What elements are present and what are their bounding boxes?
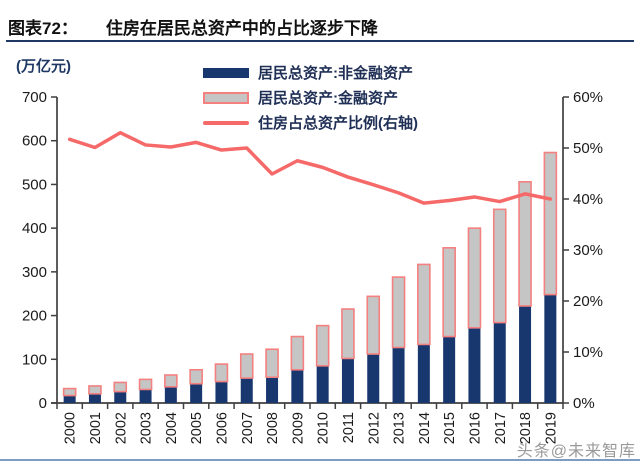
housing-ratio-line (67, 130, 553, 205)
bar-nonfinancial-2001 (88, 393, 101, 403)
bar-financial-2006 (214, 363, 229, 383)
x-tick-label-2004: 2004 (164, 412, 180, 444)
bar-nonfinancial-2008 (266, 377, 279, 403)
x-tick-label-2011: 2011 (341, 412, 357, 443)
x-tick-label-2009: 2009 (290, 412, 306, 444)
bar-nonfinancial-2012 (367, 354, 380, 403)
bar-nonfinancial-2016 (468, 327, 481, 403)
bar-financial-2014 (417, 263, 431, 346)
bar-financial-2012 (366, 295, 381, 355)
bar-nonfinancial-2011 (341, 358, 354, 403)
legend-item-housing-ratio: 住房占总资产比例(右轴) (203, 110, 418, 135)
bar-financial-2018 (518, 181, 532, 307)
left-tick-label-600: 600 (22, 133, 47, 150)
bar-nonfinancial-2019 (544, 294, 557, 403)
legend-swatch-financial-bar-icon (203, 91, 249, 104)
legend-label-financial: 居民总资产:金融资产 (258, 90, 398, 107)
x-tick-label-2017: 2017 (493, 412, 509, 444)
bar-nonfinancial-2002 (114, 391, 127, 403)
x-tick-label-2014: 2014 (417, 412, 433, 444)
bar-financial-2019 (543, 151, 558, 296)
x-tick-label-2018: 2018 (518, 412, 534, 444)
bar-nonfinancial-2010 (316, 365, 329, 403)
bar-financial-2001 (88, 385, 102, 395)
bar-financial-2000 (62, 387, 77, 397)
title-underline (6, 40, 634, 42)
bar-nonfinancial-2000 (63, 395, 76, 403)
right-tick-label-60: 60% (573, 89, 603, 106)
x-tick-label-2008: 2008 (265, 412, 281, 444)
bar-financial-2004 (164, 374, 178, 388)
x-tick-label-2002: 2002 (113, 412, 129, 444)
left-tick-label-0: 0 (39, 395, 47, 412)
bar-financial-2017 (492, 208, 507, 324)
left-axis-unit-label: (万亿元) (16, 58, 71, 75)
x-tick-label-2000: 2000 (63, 412, 79, 444)
bar-nonfinancial-2003 (139, 389, 152, 403)
x-tick-label-2012: 2012 (366, 412, 382, 444)
figure-title: 住房在居民总资产中的占比逐步下降 (105, 19, 378, 38)
x-tick-label-2005: 2005 (189, 412, 205, 444)
x-tick-label-2010: 2010 (316, 412, 332, 444)
bar-financial-2002 (113, 381, 128, 393)
x-tick-label-2019: 2019 (543, 412, 559, 444)
right-tick-label-20: 20% (573, 293, 603, 310)
right-tick-label-0: 0% (573, 395, 595, 412)
bar-financial-2015 (442, 247, 456, 338)
bar-nonfinancial-2017 (493, 322, 506, 403)
right-tick-label-50: 50% (573, 140, 603, 157)
legend-swatch-line-icon (203, 120, 249, 125)
bar-financial-2007 (239, 353, 254, 379)
bar-financial-2016 (467, 227, 482, 329)
bar-nonfinancial-2004 (164, 386, 177, 403)
legend-item-nonfinancial: 居民总资产:非金融资产 (203, 60, 418, 85)
bar-nonfinancial-2007 (240, 378, 253, 403)
right-tick-label-30: 30% (573, 242, 603, 259)
bar-nonfinancial-2018 (519, 305, 532, 403)
legend-item-financial: 居民总资产:金融资产 (203, 85, 418, 110)
x-tick-label-2015: 2015 (442, 412, 458, 444)
footer-divider (0, 459, 640, 461)
bar-financial-2010 (315, 324, 330, 367)
bar-nonfinancial-2009 (291, 369, 304, 403)
x-tick-label-2013: 2013 (392, 412, 408, 444)
left-tick-label-300: 300 (22, 264, 47, 281)
bar-nonfinancial-2005 (190, 383, 203, 403)
bar-financial-2005 (189, 368, 203, 385)
bar-nonfinancial-2013 (392, 347, 405, 403)
legend-label-housing-ratio: 住房占总资产比例(右轴) (258, 115, 418, 132)
left-tick-label-500: 500 (22, 176, 47, 193)
bar-nonfinancial-2006 (215, 381, 228, 403)
bar-financial-2003 (138, 378, 153, 391)
bar-nonfinancial-2015 (443, 336, 456, 403)
bar-financial-2008 (265, 348, 279, 379)
legend: 居民总资产:非金融资产 居民总资产:金融资产 住房占总资产比例(右轴) (203, 60, 418, 135)
figure-header: 图表72： 住房在居民总资产中的占比逐步下降 (8, 14, 378, 39)
left-tick-label-200: 200 (22, 308, 47, 325)
legend-swatch-nonfinancial-bar-icon (203, 67, 249, 78)
x-tick-label-2006: 2006 (214, 412, 230, 444)
x-tick-label-2016: 2016 (467, 412, 483, 444)
figure-number: 图表72： (8, 19, 78, 38)
x-tick-label-2007: 2007 (240, 412, 256, 444)
bar-nonfinancial-2014 (417, 344, 430, 403)
left-tick-label-100: 100 (22, 351, 47, 368)
right-tick-label-10: 10% (573, 344, 603, 361)
left-tick-label-400: 400 (22, 220, 47, 237)
x-tick-label-2003: 2003 (139, 412, 155, 444)
bar-financial-2011 (341, 308, 355, 360)
legend-label-nonfinancial: 居民总资产:非金融资产 (258, 65, 413, 82)
bar-financial-2013 (391, 276, 406, 349)
right-tick-label-40: 40% (573, 191, 603, 208)
x-tick-label-2001: 2001 (88, 412, 104, 444)
bar-financial-2009 (290, 335, 305, 371)
watermark: 头条@未来智库 (516, 443, 636, 460)
left-tick-label-700: 700 (22, 89, 47, 106)
